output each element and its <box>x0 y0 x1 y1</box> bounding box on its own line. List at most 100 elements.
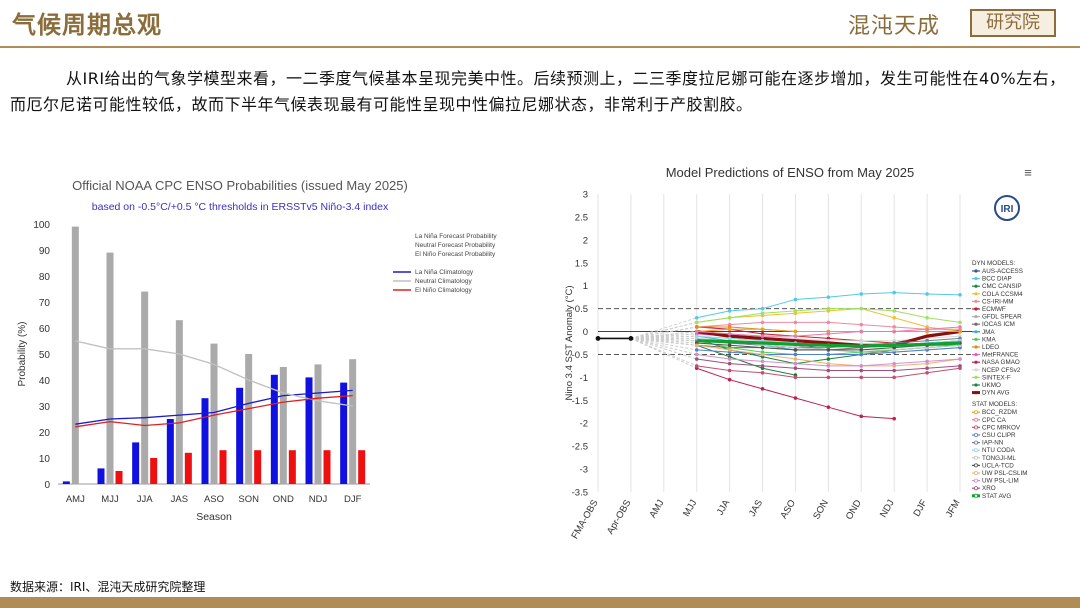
brand-badge: 研究院 <box>970 9 1056 37</box>
series-point <box>760 345 765 350</box>
climatology-line <box>75 340 353 407</box>
series-point <box>727 327 732 332</box>
x-tick-label: MJJ <box>681 498 699 519</box>
bar-neutral-forecast-probability <box>106 252 114 484</box>
series-point <box>925 366 929 371</box>
bar-neutral-forecast-probability <box>314 364 322 484</box>
series-point <box>694 325 699 329</box>
chart-title: Official NOAA CPC ENSO Probabilities (is… <box>72 178 408 193</box>
series-point <box>793 297 798 302</box>
legend-label: BCC_RZDM <box>982 409 1017 416</box>
legend-marker <box>973 448 978 453</box>
enso-model-predictions-chart: Model Predictions of ENSO from May 2025 ≡… <box>564 165 1032 541</box>
iri-logo <box>994 195 1020 221</box>
series-point <box>727 348 732 352</box>
x-tick-label: DJF <box>911 498 929 519</box>
series-point <box>793 329 798 334</box>
legend-marker <box>974 391 978 395</box>
series-point <box>694 364 699 368</box>
legend-marker <box>974 299 978 303</box>
series-point <box>859 306 864 311</box>
y-tick-label: -2.5 <box>572 442 588 453</box>
legend-marker <box>974 292 978 296</box>
series-line-stat-avg <box>696 339 961 348</box>
series-point <box>694 329 699 334</box>
series-point <box>760 387 765 391</box>
y-tick-label: 50 <box>39 350 51 361</box>
series-point <box>892 368 896 373</box>
fan-line <box>630 337 697 346</box>
fan-line <box>630 326 697 339</box>
bar-el-ni-o-forecast-probability <box>254 450 262 484</box>
series-point <box>892 361 896 366</box>
series-point <box>694 352 699 357</box>
y-tick-label: 100 <box>33 220 50 231</box>
bar-la-ni-a-forecast-probability <box>97 468 105 484</box>
series-point <box>760 320 765 325</box>
series-point <box>694 348 699 352</box>
bar-la-ni-a-forecast-probability <box>62 481 70 484</box>
series-point <box>859 364 864 368</box>
x-tick-label: JAS <box>747 498 765 519</box>
y-tick-label: 0 <box>44 480 50 491</box>
series-point <box>826 306 831 311</box>
legend-marker <box>973 486 978 491</box>
bar-la-ni-a-forecast-probability <box>270 374 278 484</box>
series-point <box>859 352 864 357</box>
y-tick-label: -1 <box>580 373 588 384</box>
legend-marker <box>973 478 978 483</box>
series-point <box>892 329 896 334</box>
series-point <box>925 315 929 320</box>
series-point <box>760 364 765 368</box>
y-tick-label: -2 <box>580 419 588 430</box>
series-point <box>727 309 732 313</box>
series-point <box>793 334 798 338</box>
legend-label: ECMWF <box>982 306 1006 313</box>
series-point <box>958 357 962 361</box>
series-point <box>826 320 831 325</box>
legend-label: COLA CCSM4 <box>982 291 1023 298</box>
x-tick-label: SON <box>238 494 259 505</box>
legend-label: CPC MRKOV <box>982 424 1021 431</box>
legend-label: NTU CODA <box>982 447 1016 454</box>
header-divider <box>0 46 1080 48</box>
legend-marker <box>974 277 978 281</box>
bar-el-ni-o-forecast-probability <box>219 450 227 484</box>
bar-el-ni-o-forecast-probability <box>323 450 331 484</box>
legend-marker <box>974 284 978 288</box>
series-point <box>760 311 765 315</box>
series-point <box>727 361 732 366</box>
series-point <box>826 368 831 373</box>
legend-marker <box>973 417 978 422</box>
legend-label: STAT AVG <box>982 493 1011 500</box>
series-point <box>760 306 765 311</box>
bar-neutral-forecast-probability <box>349 359 357 484</box>
bar-neutral-forecast-probability <box>141 291 149 484</box>
legend-marker <box>973 470 978 475</box>
bar-la-ni-a-forecast-probability <box>201 398 209 484</box>
series-point <box>925 359 929 364</box>
bar-neutral-forecast-probability <box>245 354 253 484</box>
series-point <box>727 315 732 320</box>
series-point <box>793 309 798 313</box>
bar-el-ni-o-forecast-probability <box>358 450 366 484</box>
series-point <box>826 375 831 380</box>
series-point <box>892 416 896 421</box>
legend-label: UW PSL-LIM <box>982 478 1019 485</box>
legend-marker <box>974 360 978 364</box>
y-tick-label: -3 <box>580 465 588 476</box>
y-tick-label: 30 <box>39 402 51 413</box>
legend-label: AUS-ACCESS <box>982 268 1023 275</box>
x-axis-label: Season <box>196 511 232 523</box>
series-point <box>826 357 831 361</box>
bar-el-ni-o-forecast-probability <box>115 471 123 484</box>
x-tick-label: FMA-OBS <box>569 498 600 541</box>
legend-label: UCLA-TCD <box>982 462 1014 469</box>
legend-marker <box>974 322 978 326</box>
series-point <box>892 375 896 380</box>
page-title: 气候周期总观 <box>12 11 162 39</box>
iri-logo-text: IRI <box>1001 204 1014 215</box>
climatology-line <box>75 394 353 428</box>
series-point <box>727 343 732 348</box>
y-tick-label: 40 <box>39 376 51 387</box>
